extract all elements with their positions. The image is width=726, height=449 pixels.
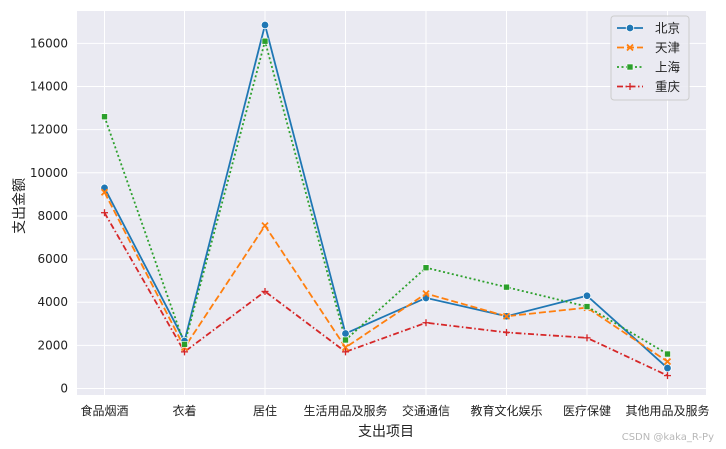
data-point-3-5 <box>503 328 510 336</box>
x-tick-label: 衣着 <box>172 403 196 418</box>
data-point-3-1 <box>181 348 188 356</box>
y-tick-label: 16000 <box>30 36 68 50</box>
data-point-2-2 <box>261 37 269 45</box>
data-point-3-6 <box>583 334 591 342</box>
series-markers <box>100 20 672 380</box>
data-point-1-4 <box>422 289 430 298</box>
data-point-2-0 <box>101 113 108 121</box>
legend-marker-0 <box>625 23 635 33</box>
y-tick-label: 14000 <box>30 80 68 94</box>
data-point-1-0 <box>100 188 109 196</box>
data-point-2-6 <box>583 303 591 310</box>
data-point-3-4 <box>422 319 430 327</box>
data-point-0-3 <box>341 329 350 338</box>
data-point-3-3 <box>342 348 349 356</box>
grid-lines <box>77 11 706 395</box>
data-point-0-2 <box>260 20 270 30</box>
y-axis-ticks: 0 2000 4000 6000 8000 10000 12000 14000 16000 <box>30 36 68 395</box>
data-point-2-1 <box>181 341 188 348</box>
y-tick-label: 10000 <box>30 166 68 180</box>
legend-marker-1 <box>626 43 634 52</box>
legend-label-2: 上海 <box>655 60 681 75</box>
x-tick-label: 居住 <box>253 404 277 418</box>
x-tick-label: 生活用品及服务 <box>303 403 387 418</box>
data-point-3-2 <box>261 287 269 295</box>
data-point-3-7 <box>664 372 671 380</box>
data-point-1-5 <box>502 312 511 320</box>
x-tick-label: 教育文化娱乐 <box>470 403 542 418</box>
series-line-3 <box>103 212 668 377</box>
x-axis-ticks: 食品烟酒 衣着 居住 生活用品及服务 交通通信 教育文化娱乐 医疗保健 其他用品及服务 <box>80 403 709 418</box>
y-tick-label: 6000 <box>37 252 68 266</box>
y-axis-label: 支出金额 <box>12 178 28 234</box>
series-line-2 <box>103 37 668 355</box>
series-lines <box>103 24 669 377</box>
legend-label-0: 北京 <box>655 21 680 36</box>
y-tick-label: 8000 <box>37 209 68 223</box>
y-tick-label: 12000 <box>30 123 68 137</box>
watermark: CSDN @kaka_R-Py <box>622 432 714 443</box>
data-point-1-3 <box>341 343 350 352</box>
x-tick-label: 食品烟酒 <box>80 403 128 418</box>
series-line-0 <box>103 24 669 369</box>
data-point-2-5 <box>503 283 510 291</box>
legend-label-1: 天津 <box>655 40 680 55</box>
data-point-1-2 <box>261 222 269 230</box>
x-tick-label: 交通通信 <box>402 403 450 418</box>
y-tick-label: 0 <box>60 382 68 396</box>
y-tick-label: 4000 <box>37 295 68 309</box>
data-point-0-7 <box>663 363 672 373</box>
data-point-3-0 <box>101 209 108 217</box>
data-point-1-7 <box>663 357 672 366</box>
data-point-2-4 <box>422 264 430 272</box>
data-point-0-6 <box>582 291 592 300</box>
data-point-2-7 <box>664 350 671 358</box>
x-tick-label: 其他用品及服务 <box>625 403 709 418</box>
legend-marker-2 <box>626 63 634 71</box>
y-tick-label: 2000 <box>37 338 68 352</box>
legend-label-3: 重庆 <box>655 79 681 94</box>
x-tick-label: 医疗保健 <box>563 404 611 418</box>
x-axis-label: 支出项目 <box>358 424 414 440</box>
data-point-2-3 <box>342 336 349 344</box>
plot-area <box>77 11 706 395</box>
legend-marker-3 <box>626 83 634 90</box>
legend-box <box>610 15 690 101</box>
series-line-1 <box>103 191 669 363</box>
